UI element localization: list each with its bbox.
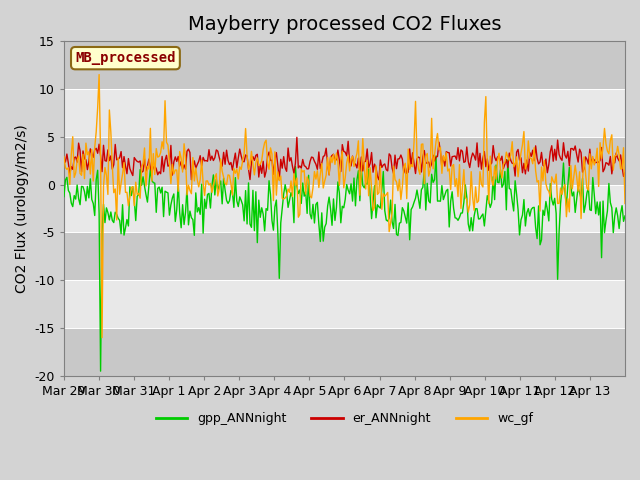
wc_gf — [547, 194, 554, 200]
wc_gf — [463, 197, 470, 203]
Line: gpp_ANNnight: gpp_ANNnight — [64, 156, 625, 371]
er_ANNnight — [620, 173, 627, 179]
Y-axis label: CO2 Flux (urology/m2/s): CO2 Flux (urology/m2/s) — [15, 124, 29, 293]
gpp_ANNnight — [98, 229, 106, 235]
Line: wc_gf: wc_gf — [64, 74, 625, 337]
Legend: gpp_ANNnight, er_ANNnight, wc_gf: gpp_ANNnight, er_ANNnight, wc_gf — [150, 407, 538, 430]
Bar — [64, 328, 625, 376]
gpp_ANNnight — [60, 194, 68, 200]
Line: er_ANNnight: er_ANNnight — [64, 137, 625, 180]
er_ANNnight — [621, 170, 629, 176]
er_ANNnight — [188, 177, 195, 183]
gpp_ANNnight — [620, 218, 627, 224]
gpp_ANNnight — [97, 368, 104, 374]
gpp_ANNnight — [350, 175, 358, 181]
Bar — [64, 232, 625, 280]
er_ANNnight — [547, 149, 554, 155]
wc_gf — [351, 156, 359, 162]
Title: Mayberry processed CO2 Fluxes: Mayberry processed CO2 Fluxes — [188, 15, 501, 34]
er_ANNnight — [293, 134, 301, 140]
gpp_ANNnight — [547, 181, 554, 187]
wc_gf — [621, 201, 629, 206]
gpp_ANNnight — [79, 184, 87, 190]
gpp_ANNnight — [463, 194, 470, 200]
gpp_ANNnight — [621, 213, 629, 219]
wc_gf — [79, 151, 87, 157]
gpp_ANNnight — [432, 153, 440, 159]
er_ANNnight — [97, 153, 104, 158]
er_ANNnight — [351, 161, 359, 167]
wc_gf — [95, 72, 103, 77]
er_ANNnight — [79, 148, 87, 154]
Text: MB_processed: MB_processed — [75, 51, 175, 65]
wc_gf — [620, 145, 627, 151]
Bar — [64, 41, 625, 89]
Bar — [64, 137, 625, 185]
wc_gf — [60, 154, 68, 159]
wc_gf — [100, 183, 108, 189]
er_ANNnight — [463, 144, 470, 150]
er_ANNnight — [60, 159, 68, 165]
wc_gf — [98, 335, 106, 340]
